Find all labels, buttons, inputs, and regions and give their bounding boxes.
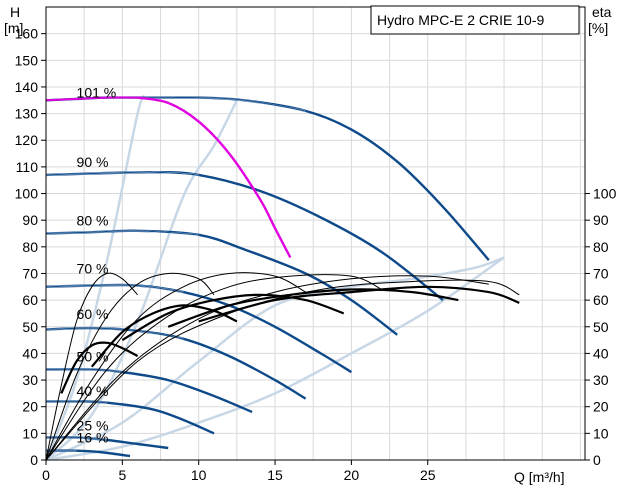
max-power-curve (137, 96, 292, 259)
system-curve (45, 99, 239, 461)
y-axis-label-line2: [m] (4, 20, 23, 36)
y-tick-label: 50 (22, 319, 38, 335)
efficiency-curve (45, 272, 306, 461)
speed-curve-label: 60 % (77, 306, 109, 322)
efficiency-curve (198, 285, 520, 323)
system-curve (44, 95, 147, 461)
y-tick-label: 100 (15, 186, 39, 202)
system-curve (45, 256, 505, 462)
eta-tick-label: 10 (593, 425, 609, 441)
title-box-frame (370, 5, 580, 35)
speed-curve-thin-line (45, 368, 123, 373)
eta-tick-label: 0 (593, 452, 601, 468)
chart-title: Hydro MPC-E 2 CRIE 10-9 (377, 12, 544, 28)
efficiency-curve (45, 272, 215, 461)
y-tick-label: 90 (22, 212, 38, 228)
eta-tick-label: 70 (593, 265, 609, 281)
x-tick-label: 5 (118, 467, 126, 483)
efficiency-curve (167, 288, 459, 328)
eta-tick-label: 80 (593, 239, 609, 255)
y-tick-label: 120 (15, 132, 39, 148)
efficiency-curve (90, 304, 238, 368)
title-box: Hydro MPC-E 2 CRIE 10-9 (370, 5, 580, 35)
eta-tick-label: 100 (593, 186, 617, 202)
speed-curve-thin-line (45, 284, 184, 293)
eta-tick-label: 30 (593, 372, 609, 388)
eta-tick-label: 60 (593, 292, 609, 308)
y-tick-label: 150 (15, 52, 39, 68)
y-tick-label: 0 (30, 452, 38, 468)
y-tick-label: 30 (22, 372, 38, 388)
speed-curve-thin-line (45, 230, 199, 236)
speed-curve-thin-line (137, 96, 306, 112)
speed-curve-label: 50 % (77, 348, 109, 364)
speed-curve-label: 90 % (77, 154, 109, 170)
y-tick-label: 10 (22, 425, 38, 441)
x-tick-label: 20 (344, 467, 360, 483)
max-power-curve-head (45, 96, 138, 102)
eta-tick-label: 90 (593, 212, 609, 228)
speed-curve-thin-line (45, 436, 108, 441)
efficiency-curve (45, 274, 383, 461)
speed-curve-label: 25 % (77, 418, 109, 434)
y-tick-label: 140 (15, 79, 39, 95)
y-tick-label: 70 (22, 265, 38, 281)
system-curve (45, 256, 505, 462)
y-tick-label: 80 (22, 239, 38, 255)
y-tick-label: 130 (15, 106, 39, 122)
axes (41, 6, 590, 465)
speed-curve-label: 70 % (77, 260, 109, 276)
efficiency-curves (45, 272, 520, 461)
max-curve (45, 96, 292, 259)
system-curves (44, 95, 505, 462)
plot-frame (45, 6, 586, 461)
eta-axis-label-line2: [%] (588, 20, 608, 36)
labels: 0102030405060708090100110120130140150160… (15, 26, 617, 483)
eta-tick-label: 20 (593, 399, 609, 415)
efficiency-curve (60, 341, 139, 394)
y-axis-label-line1: H (10, 4, 20, 20)
speed-curve-thin-line (45, 327, 184, 340)
speed-curve-thin-line (45, 400, 108, 404)
y-tick-label: 110 (16, 159, 39, 175)
y-tick-label: 20 (22, 399, 38, 415)
eta-tick-label: 50 (593, 319, 609, 335)
y-tick-label: 60 (22, 292, 38, 308)
y-tick-label: 160 (15, 26, 39, 42)
eta-axis-label-line1: eta (592, 4, 612, 20)
x-tick-label: 10 (191, 467, 207, 483)
x-tick-label: 0 (42, 467, 50, 483)
pump-curves (45, 96, 490, 458)
speed-curve-thin-line (45, 171, 199, 176)
efficiency-curve (121, 293, 345, 342)
x-tick-label: 15 (267, 467, 283, 483)
speed-curve-label: 40 % (77, 383, 109, 399)
speed-curve-label: 16 % (77, 430, 109, 446)
x-tick-label: 25 (420, 467, 436, 483)
efficiency-curve (45, 272, 138, 461)
speed-curve-label: 101 % (77, 85, 117, 101)
y-tick-label: 40 (22, 345, 38, 361)
eta-tick-label: 40 (593, 345, 609, 361)
speed-curve-label: 80 % (77, 213, 109, 229)
x-axis-label: Q [m³/h] (514, 469, 565, 485)
